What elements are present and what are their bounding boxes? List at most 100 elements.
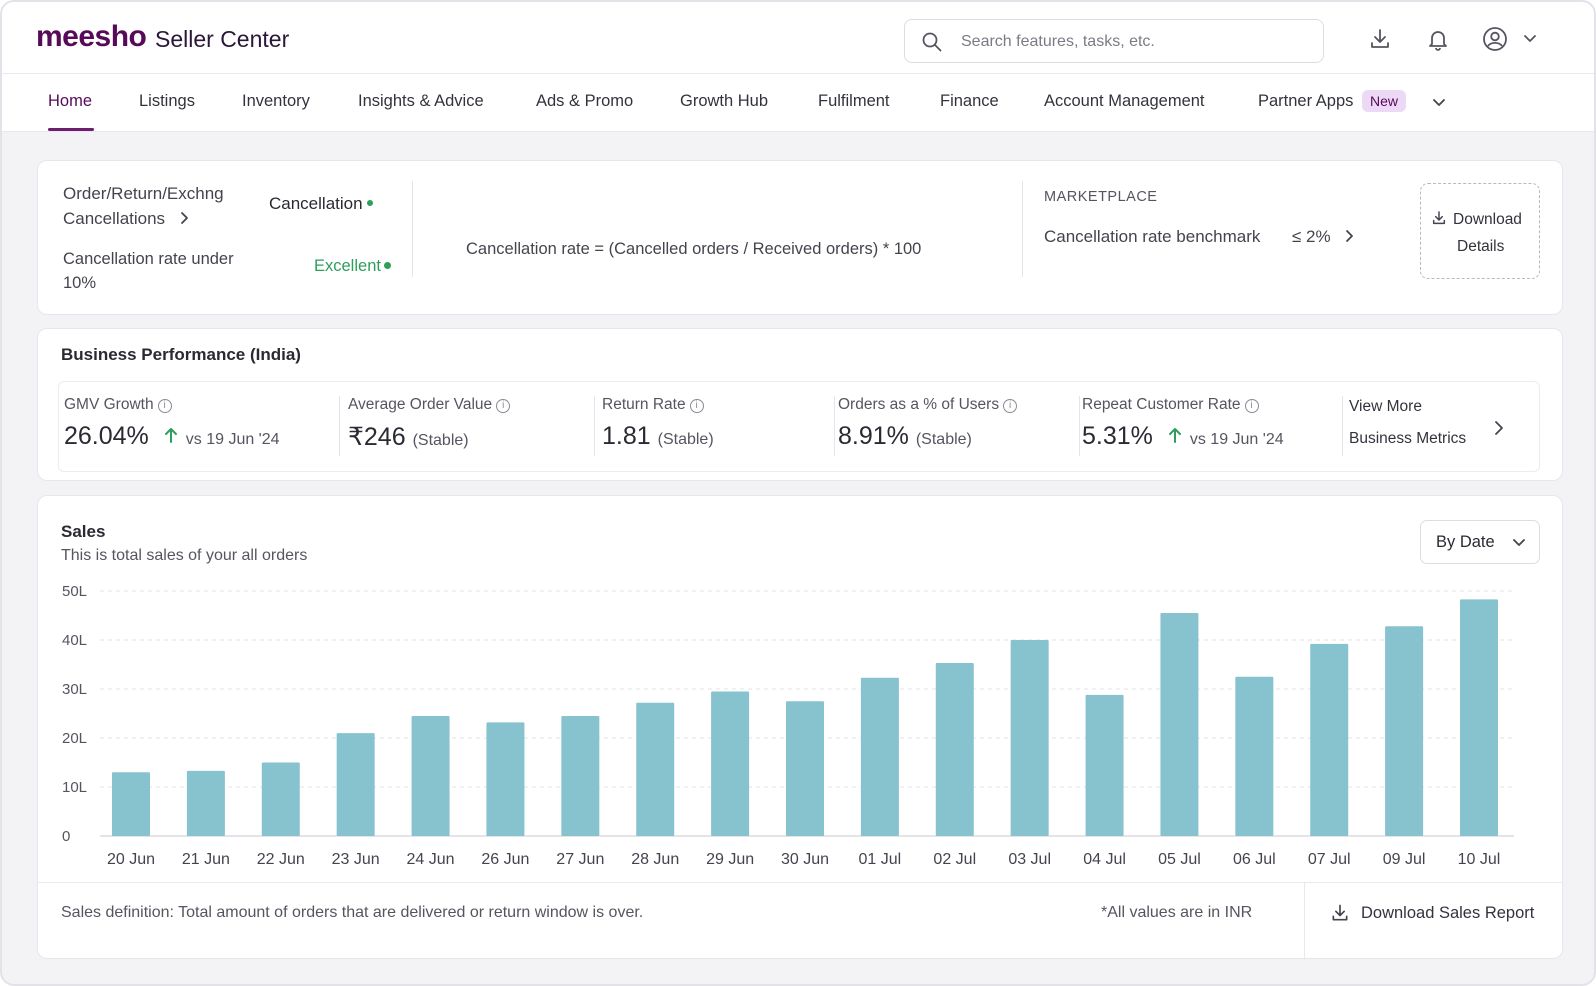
sales-bar[interactable] (1310, 643, 1349, 836)
nav-more-chevron-icon[interactable] (1432, 98, 1446, 108)
x-tick-label: 02 Jul (933, 851, 976, 868)
info-icon[interactable]: i (1244, 399, 1259, 413)
nav-inventory[interactable]: Inventory (242, 92, 310, 110)
download-sales-report-label: Download Sales Report (1361, 904, 1535, 922)
sales-bar[interactable] (1010, 640, 1049, 836)
sales-bar[interactable] (261, 762, 300, 837)
sales-bar[interactable] (1385, 626, 1424, 836)
divider (1079, 396, 1080, 456)
download-details-button[interactable]: Download Details (1420, 183, 1540, 279)
download-icon (1432, 211, 1446, 225)
metric-aov-label: Average Order Value i (348, 396, 511, 414)
sales-bar[interactable] (112, 772, 150, 836)
sales-subtitle: This is total sales of your all orders (61, 547, 308, 564)
y-tick-label: 10L (62, 779, 87, 796)
nav-fulfilment[interactable]: Fulfilment (818, 92, 890, 110)
sales-card: Sales This is total sales of your all or… (37, 495, 1564, 960)
sales-bar[interactable] (711, 691, 750, 836)
y-tick-label: 0 (62, 828, 70, 845)
sales-bar[interactable] (636, 702, 675, 836)
download-details-line1-row: Download (1431, 210, 1522, 229)
sales-bar[interactable] (336, 733, 375, 836)
sales-bar[interactable] (786, 701, 824, 836)
metric-label-text: GMV Growth (64, 396, 154, 413)
info-icon[interactable]: i (496, 399, 511, 413)
sales-bar[interactable] (1235, 676, 1274, 836)
sales-bar[interactable] (860, 677, 899, 836)
metric-aov-value: ₹246 (Stable) (348, 422, 469, 452)
sales-bar[interactable] (935, 663, 974, 836)
chevron-down-icon (1513, 539, 1525, 546)
view-more-line2: Business Metrics (1349, 430, 1467, 447)
arrow-up-icon (164, 428, 177, 443)
cancellation-card: Order/Return/Exchng Cancellations Cancel… (37, 160, 1563, 315)
x-tick-label: 26 Jun (481, 851, 529, 868)
benchmark-label: Cancellation rate benchmark (1044, 227, 1261, 246)
benchmark-value[interactable]: ≤ 2% (1292, 227, 1357, 247)
y-tick-label: 40L (62, 632, 87, 649)
nav-listings[interactable]: Listings (139, 92, 195, 110)
sales-bar-chart: 0 10L 20L 30L 40L 50L 20 Jun 21 Jun 22 Jun 23 Jun… (62, 583, 1514, 868)
metric-sub-text: (Stable) (915, 431, 972, 448)
info-icon[interactable]: i (1003, 399, 1018, 413)
chevron-right-icon (1346, 230, 1354, 242)
bell-icon[interactable] (1426, 27, 1450, 51)
info-icon[interactable]: i (689, 399, 704, 413)
sales-definition: Sales definition: Total amount of orders… (61, 904, 644, 921)
y-tick-label: 50L (62, 583, 87, 600)
sales-bar[interactable] (411, 715, 450, 836)
nav-account-management[interactable]: Account Management (1044, 92, 1205, 110)
search-input[interactable] (961, 29, 1311, 55)
divider (339, 396, 340, 456)
nav-finance[interactable]: Finance (940, 92, 999, 110)
sales-bar[interactable] (486, 722, 525, 836)
sales-bar[interactable] (1160, 613, 1199, 836)
view-more-line1: View More (1349, 398, 1422, 415)
x-tick-label: 04 Jul (1083, 851, 1126, 868)
sales-title: Sales (61, 522, 106, 541)
download-details-line2: Details (1457, 238, 1505, 255)
sales-bar[interactable] (186, 770, 225, 836)
divider (594, 396, 595, 456)
metric-return-rate-value: 1.81 (Stable) (602, 422, 714, 451)
chevron-down-icon[interactable] (1523, 34, 1537, 44)
view-more-business-metrics-link[interactable]: View More Business Metrics (1349, 398, 1519, 456)
x-tick-label: 30 Jun (781, 851, 829, 868)
nav-ads-promo[interactable]: Ads & Promo (536, 92, 634, 110)
download-sales-report-button[interactable]: Download Sales Report (1304, 882, 1564, 960)
nav-growth-hub[interactable]: Growth Hub (680, 92, 769, 110)
search-icon (922, 32, 942, 52)
new-badge: New (1362, 90, 1407, 112)
x-tick-label: 21 Jun (182, 851, 230, 868)
x-tick-label: 01 Jul (859, 851, 902, 868)
metric-label-text: Return Rate (602, 396, 686, 413)
x-tick-label: 22 Jun (257, 851, 305, 868)
cancellations-link[interactable]: Order/Return/Exchng Cancellations (63, 181, 224, 231)
sales-bar[interactable] (1085, 694, 1124, 836)
divider (834, 396, 835, 456)
nav-home[interactable]: Home (48, 92, 93, 110)
brand-logo[interactable]: meesho (36, 20, 147, 53)
metric-gmv-growth-label: GMV Growth i (64, 396, 172, 414)
x-tick-label: 20 Jun (107, 851, 155, 868)
app-name: Seller Center (155, 26, 290, 52)
nav-partner-apps[interactable]: Partner Apps (1258, 92, 1354, 110)
period-select-value: By Date (1436, 533, 1495, 551)
x-tick-label: 27 Jun (556, 851, 604, 868)
status-dot (366, 200, 373, 206)
x-tick-label: 05 Jul (1158, 851, 1201, 868)
download-icon[interactable] (1368, 27, 1392, 51)
period-select[interactable]: By Date (1420, 520, 1540, 564)
metric-repeat-customer-value: 5.31% vs 19 Jun '24 (1082, 422, 1284, 451)
sales-bar[interactable] (1460, 599, 1498, 836)
threshold-line2: 10% (63, 274, 97, 292)
account-icon[interactable] (1482, 26, 1508, 52)
top-bar: meesho Seller Center (2, 2, 1594, 74)
metric-orders-users-value: 8.91% (Stable) (838, 422, 972, 451)
metric-sub-text: vs 19 Jun '24 (185, 431, 280, 448)
sales-bar[interactable] (561, 715, 600, 836)
metric-value-text: 26.04% (64, 422, 149, 450)
info-icon[interactable]: i (157, 399, 172, 413)
search-bar[interactable] (904, 19, 1324, 63)
nav-insights-advice[interactable]: Insights & Advice (358, 92, 484, 110)
